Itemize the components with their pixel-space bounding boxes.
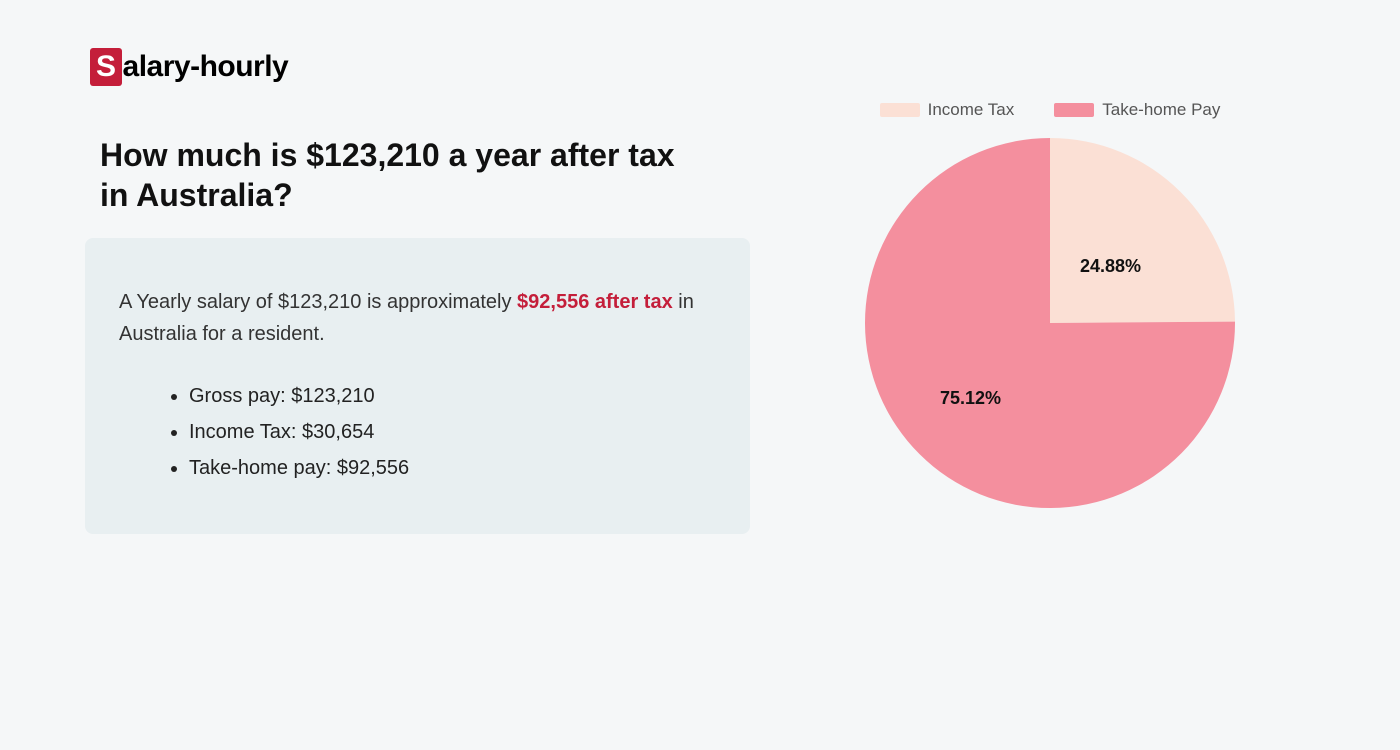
page-heading: How much is $123,210 a year after tax in… xyxy=(100,135,710,215)
list-item: Take-home pay: $92,556 xyxy=(189,450,716,486)
summary-text: A Yearly salary of $123,210 is approxima… xyxy=(119,286,716,350)
pie-chart: 24.88% 75.12% xyxy=(865,138,1235,508)
legend-label: Take-home Pay xyxy=(1102,100,1220,120)
logo-rest: alary-hourly xyxy=(123,50,289,83)
summary-highlight: $92,556 after tax xyxy=(517,291,673,313)
logo-initial: S xyxy=(90,48,122,86)
site-logo: Salary-hourly xyxy=(90,48,288,86)
summary-prefix: A Yearly salary of $123,210 is approxima… xyxy=(119,291,517,313)
pie-pct-label: 24.88% xyxy=(1080,256,1141,277)
pie-slice xyxy=(1050,138,1235,323)
pie-chart-region: Income Tax Take-home Pay 24.88% 75.12% xyxy=(820,100,1280,508)
legend-item-income-tax: Income Tax xyxy=(880,100,1015,120)
list-item: Gross pay: $123,210 xyxy=(189,378,716,414)
chart-legend: Income Tax Take-home Pay xyxy=(820,100,1280,120)
legend-swatch xyxy=(880,103,920,117)
legend-swatch xyxy=(1054,103,1094,117)
list-item: Income Tax: $30,654 xyxy=(189,414,716,450)
summary-box: A Yearly salary of $123,210 is approxima… xyxy=(85,238,750,534)
pie-pct-label: 75.12% xyxy=(940,388,1001,409)
legend-label: Income Tax xyxy=(928,100,1015,120)
breakdown-list: Gross pay: $123,210 Income Tax: $30,654 … xyxy=(119,378,716,486)
legend-item-take-home: Take-home Pay xyxy=(1054,100,1220,120)
pie-svg xyxy=(865,138,1235,508)
